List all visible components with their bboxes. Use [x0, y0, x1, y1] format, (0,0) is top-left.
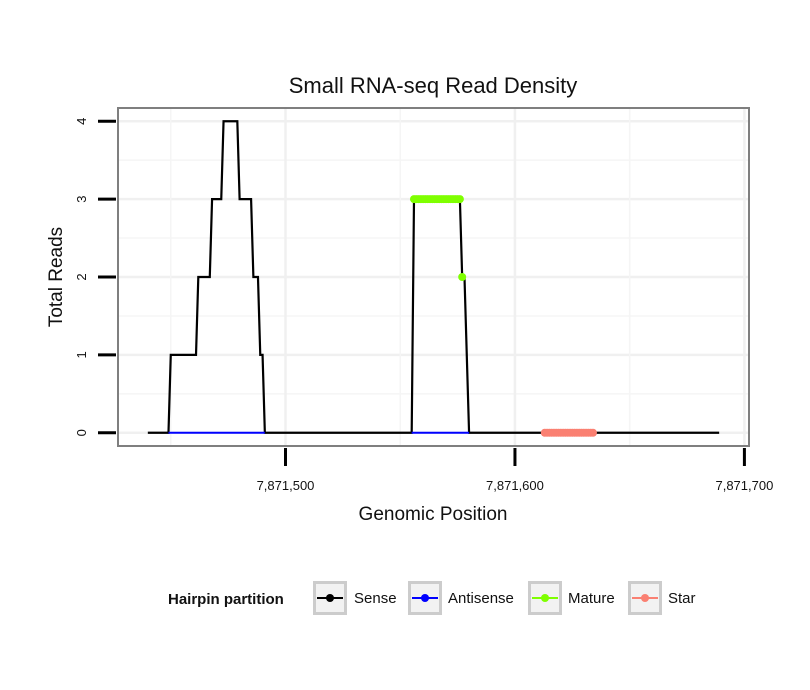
y-tick-label: 3 [74, 196, 89, 203]
series-point-mature [458, 273, 467, 281]
legend-title: Hairpin partition [168, 591, 284, 608]
series-point-mature [455, 195, 464, 204]
legend-label-antisense: Antisense [448, 590, 514, 607]
grid-lines [118, 108, 749, 446]
x-tick-label: 7,871,500 [257, 478, 315, 493]
legend-key-point-mature [541, 594, 549, 602]
legend: Hairpin partition Sense Antisense Mature St… [168, 581, 696, 615]
legend-label-mature: Mature [568, 590, 615, 607]
y-tick-label: 0 [74, 429, 89, 436]
y-axis: 0 1 2 3 4 [74, 118, 116, 436]
series-layer [147, 120, 720, 437]
legend-key-point-star [641, 594, 649, 602]
series-point-star [588, 428, 597, 437]
legend-key-point-antisense [421, 594, 429, 602]
x-tick-label: 7,871,600 [486, 478, 544, 493]
legend-key-point-sense [326, 594, 334, 602]
plot-panel-border [117, 107, 750, 447]
x-axis-label: Genomic Position [359, 504, 508, 525]
legend-label-star: Star [668, 590, 696, 607]
y-tick-label: 1 [74, 351, 89, 358]
chart-title: Small RNA-seq Read Density [289, 73, 578, 98]
y-tick-label: 4 [74, 118, 89, 125]
legend-label-sense: Sense [354, 590, 397, 607]
y-axis-label: Total Reads [46, 227, 67, 327]
x-axis: 7,871,500 7,871,600 7,871,700 [257, 448, 773, 493]
y-tick-label: 2 [74, 273, 89, 280]
x-tick-label: 7,871,700 [715, 478, 773, 493]
